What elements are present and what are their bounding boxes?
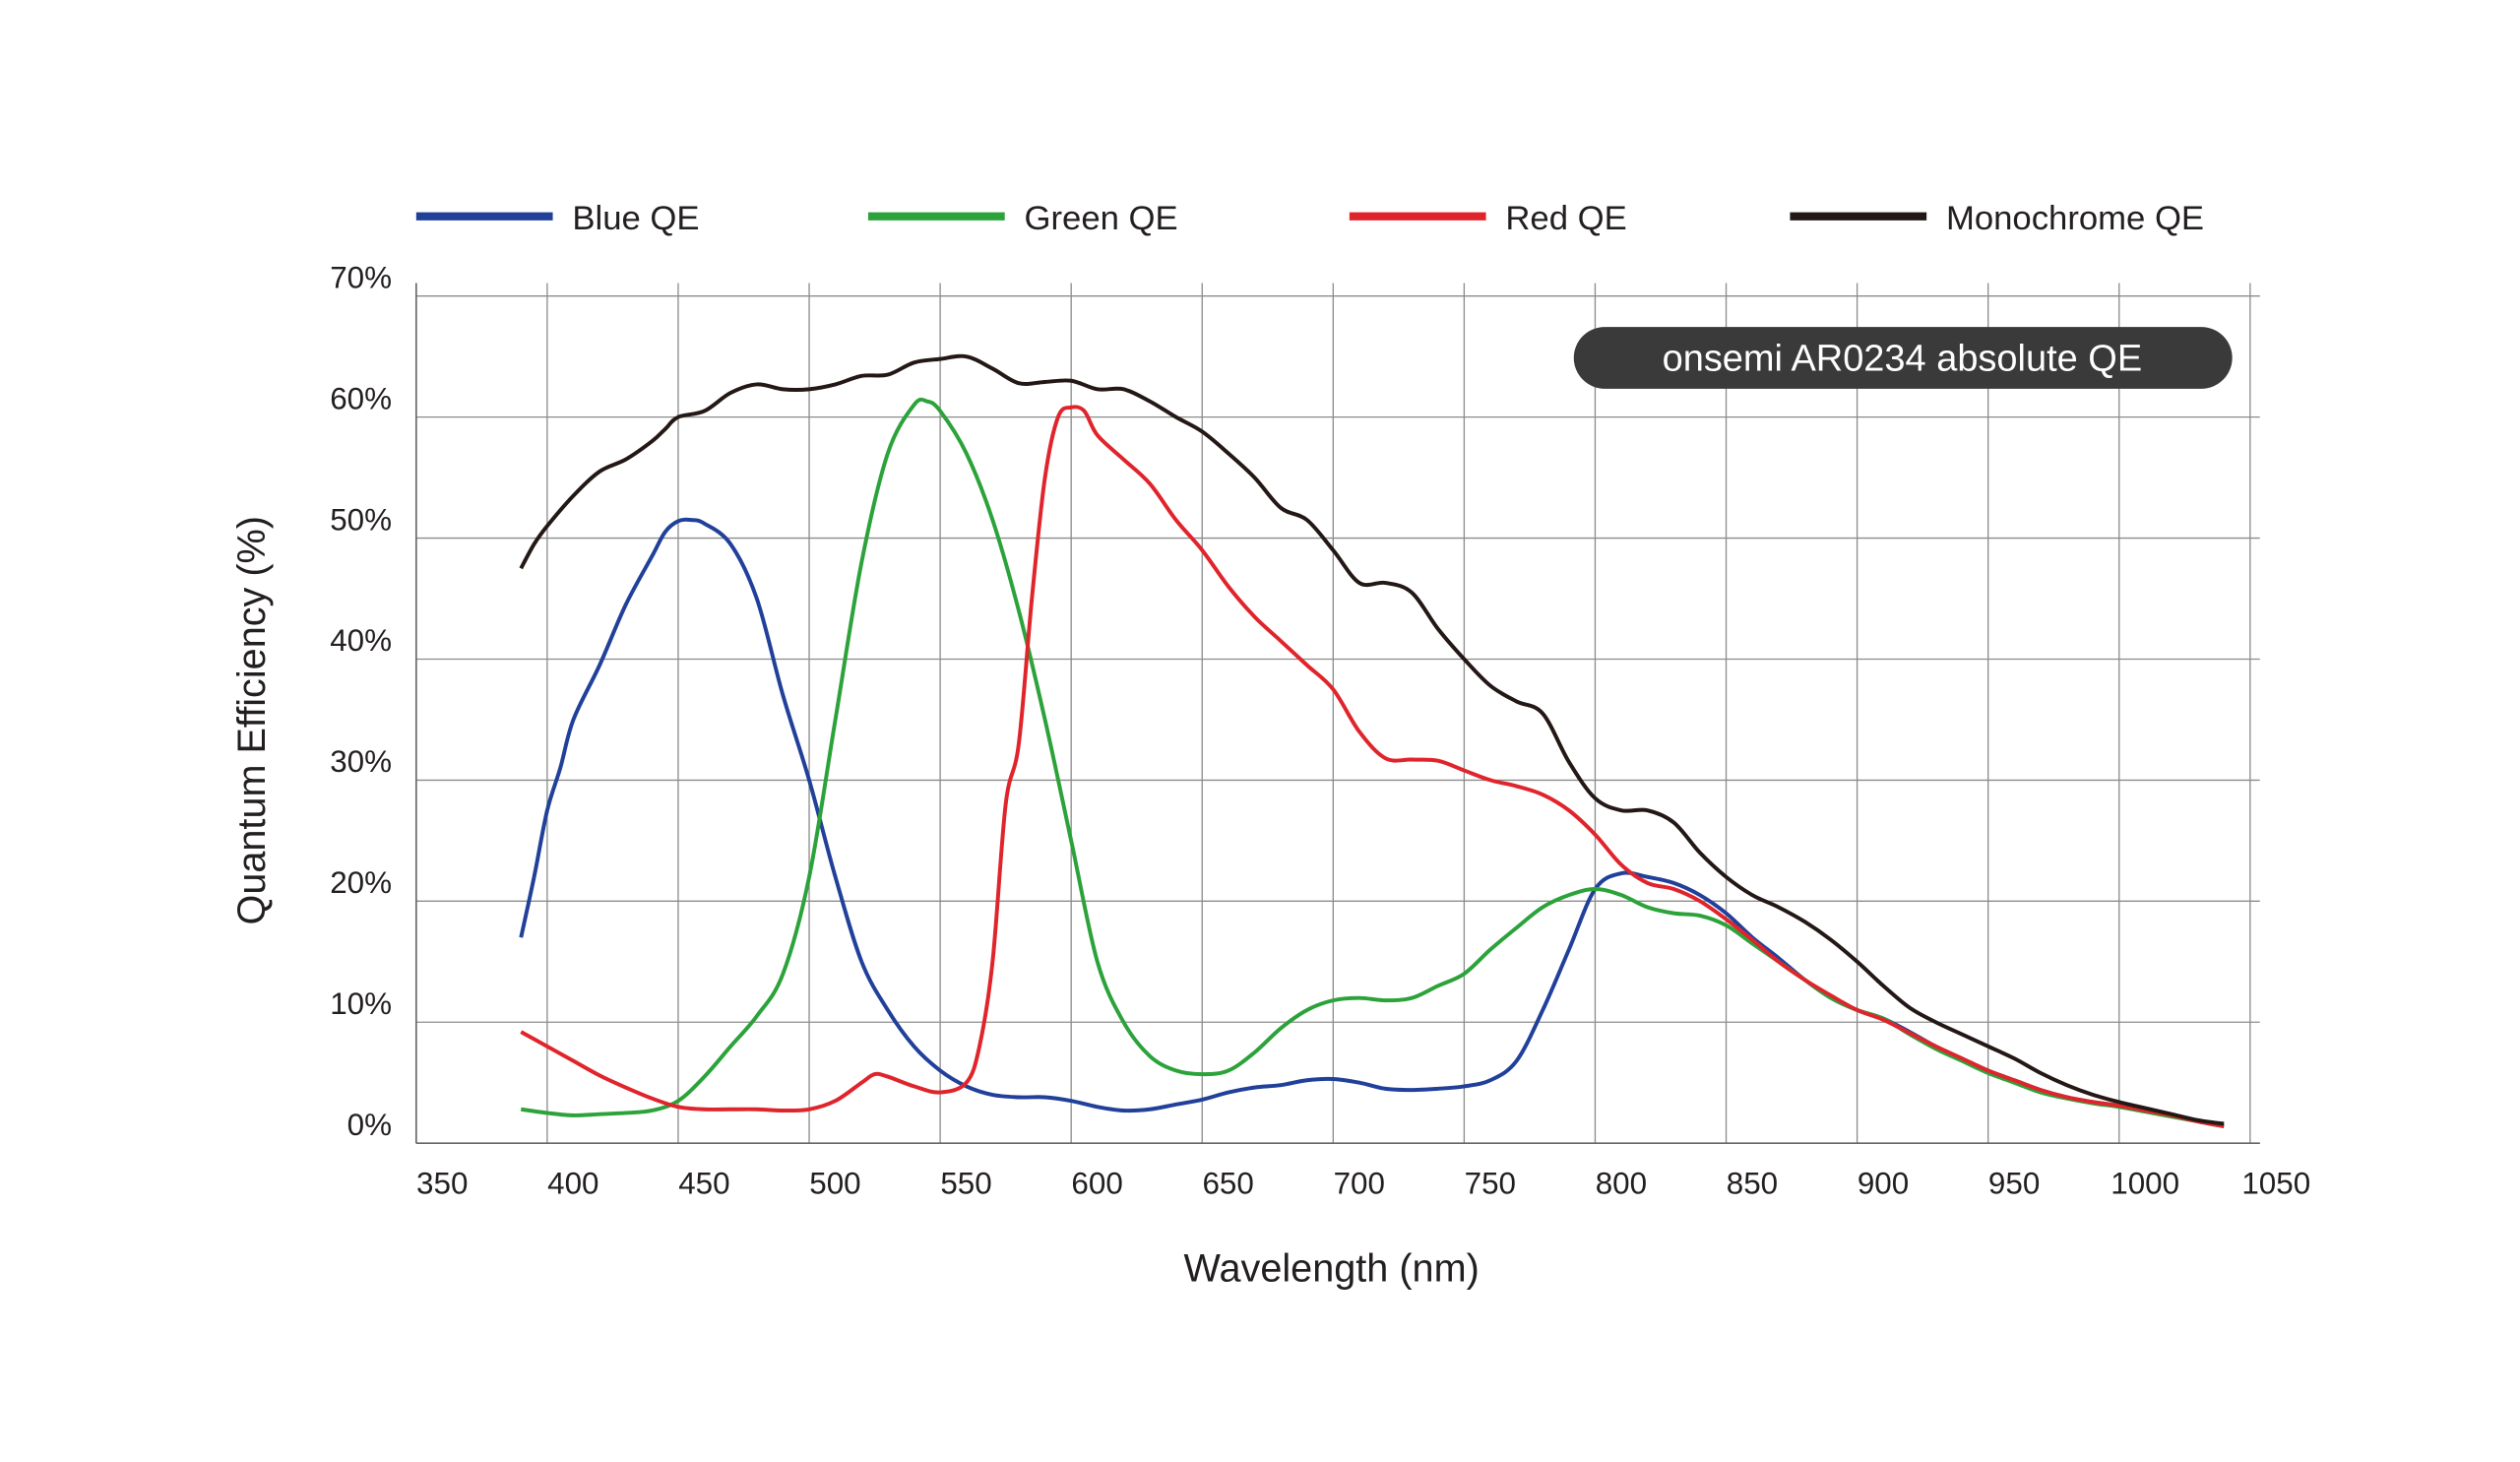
y-tick-label: 60% — [330, 381, 392, 415]
x-tick-label: 800 — [1596, 1166, 1647, 1200]
y-tick-label: 70% — [330, 260, 392, 294]
x-axis-title: Wavelength (nm) — [1184, 1247, 1480, 1291]
y-tick-label: 20% — [330, 865, 392, 900]
x-tick-label: 900 — [1858, 1166, 1909, 1200]
y-axis-title: Quantum Efficiency (%) — [230, 516, 274, 924]
series-line-monochrome-qe — [519, 353, 2225, 1126]
x-tick-label: 350 — [416, 1166, 468, 1200]
x-tick-label: 400 — [547, 1166, 598, 1200]
y-tick-label: 10% — [330, 986, 392, 1021]
x-tick-label: 950 — [1988, 1166, 2040, 1200]
legend-label: Blue QE — [572, 200, 699, 237]
x-tick-labels: 350 400 450 500 550 600 650 700 750 800 850 900 950 1… — [416, 1166, 2310, 1200]
series-line-green-qe — [520, 397, 2225, 1128]
y-tick-label: 40% — [330, 623, 392, 658]
legend: Blue QE Green QE Red QE Monochrome QE — [415, 200, 2204, 237]
legend-label: Green QE — [1025, 200, 1178, 237]
annotation-text: onsemi AR0234 absolute QE — [1663, 339, 2143, 380]
x-tick-label: 1050 — [2241, 1166, 2310, 1200]
legend-label: Red QE — [1505, 200, 1626, 237]
y-tick-label: 30% — [330, 744, 392, 779]
x-tick-label: 850 — [1727, 1166, 1778, 1200]
x-tick-label: 600 — [1071, 1166, 1122, 1200]
legend-label: Monochrome QE — [1946, 200, 2204, 237]
x-tick-label: 450 — [678, 1166, 729, 1200]
y-tick-label: 50% — [330, 502, 392, 537]
annotation-badge: onsemi AR0234 absolute QE — [1573, 327, 2233, 389]
x-tick-label: 750 — [1465, 1166, 1516, 1200]
x-tick-label: 500 — [809, 1166, 860, 1200]
grid — [414, 283, 2260, 1145]
x-tick-label: 700 — [1334, 1166, 1385, 1200]
annotation-badge-bg — [1573, 327, 2233, 389]
y-tick-label: 0% — [347, 1108, 392, 1142]
y-tick-labels: 0% 10% 20% 30% 40% 50% 60% 70% — [330, 260, 392, 1141]
x-tick-label: 1000 — [2110, 1166, 2179, 1200]
series-lines — [519, 353, 2225, 1128]
series-line-red-qe — [520, 405, 2225, 1128]
x-tick-label: 650 — [1202, 1166, 1253, 1200]
x-tick-label: 550 — [940, 1166, 991, 1200]
